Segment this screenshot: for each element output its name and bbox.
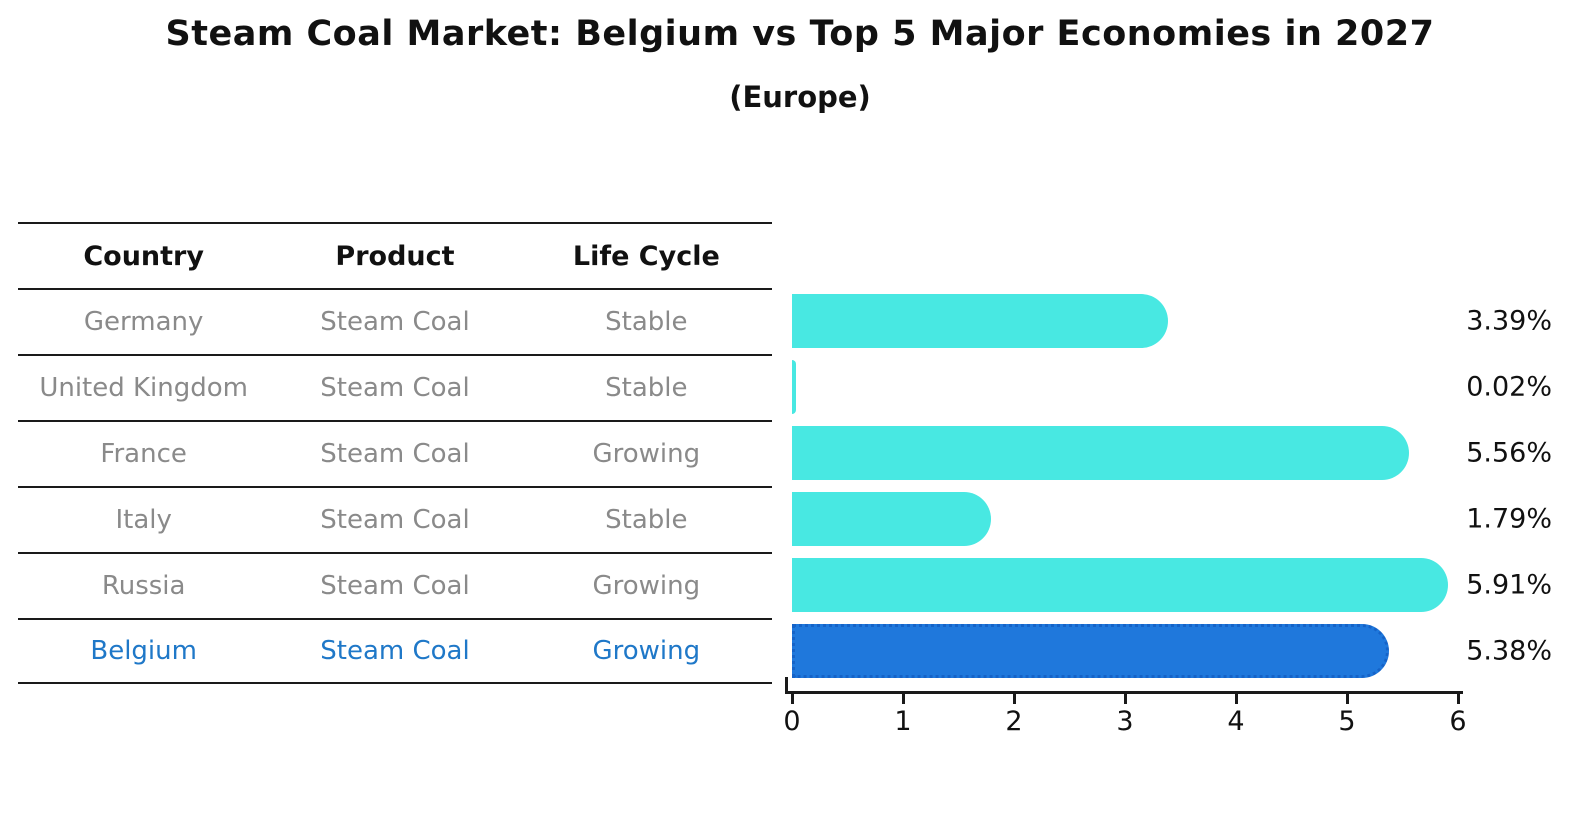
bar-row-russia: 5.91% [792, 552, 1552, 618]
cell-country: France [100, 439, 187, 469]
value-label: 1.79% [1466, 503, 1552, 535]
x-tick-mark [1123, 694, 1127, 704]
cell-country: Germany [83, 307, 204, 337]
x-tick-label: 6 [1449, 706, 1467, 737]
header-country: Country [83, 240, 204, 272]
x-tick-label: 3 [1116, 706, 1134, 737]
bar-row-france: 5.56% [792, 420, 1552, 486]
bar-chart: 3.39% 0.02% 5.56% 1.79% 5.91% 5.38% [792, 288, 1552, 684]
chart-subtitle: (Europe) [729, 80, 871, 114]
x-axis-line [785, 691, 1463, 694]
bar-row-germany: 3.39% [792, 288, 1552, 354]
x-axis: 0 1 2 3 4 5 6 [783, 694, 1467, 744]
x-tick-label: 5 [1338, 706, 1356, 737]
table-row-belgium: Belgium Steam Coal Growing [18, 618, 772, 684]
bar-row-italy: 1.79% [792, 486, 1552, 552]
x-tick-label: 2 [1005, 706, 1023, 737]
x-axis-corner [785, 677, 788, 692]
x-tick-mark [790, 694, 794, 704]
value-label: 5.91% [1466, 569, 1552, 601]
bar-united-kingdom [792, 360, 796, 414]
cell-lifecycle: Growing [592, 571, 701, 601]
header-lifecycle: Life Cycle [572, 240, 720, 272]
x-tick-mark [1012, 694, 1016, 704]
cell-country: Russia [101, 571, 186, 601]
cell-lifecycle: Growing [592, 636, 701, 666]
table-row: Russia Steam Coal Growing [18, 552, 772, 618]
value-label: 5.56% [1466, 437, 1552, 469]
value-label: 3.39% [1466, 305, 1552, 337]
cell-country: United Kingdom [39, 373, 248, 403]
cell-product: Steam Coal [320, 636, 470, 666]
bar-germany [792, 294, 1169, 348]
chart-title: Steam Coal Market: Belgium vs Top 5 Majo… [165, 14, 1435, 54]
x-tick-label: 0 [783, 706, 801, 737]
cell-lifecycle: Growing [592, 439, 701, 469]
value-label: 0.02% [1466, 371, 1552, 403]
cell-lifecycle: Stable [605, 505, 688, 535]
bar-row-belgium: 5.38% [792, 618, 1552, 684]
x-tick-label: 1 [894, 706, 912, 737]
table-header-row: Country Product Life Cycle [18, 222, 772, 288]
cell-lifecycle: Stable [605, 373, 688, 403]
table-row: Germany Steam Coal Stable [18, 288, 772, 354]
bar-italy [792, 492, 991, 546]
bar-russia [792, 558, 1448, 612]
bar-france [792, 426, 1410, 480]
cell-product: Steam Coal [320, 307, 470, 337]
cell-product: Steam Coal [320, 571, 470, 601]
cell-country: Italy [115, 505, 172, 535]
x-tick-mark [901, 694, 905, 704]
cell-lifecycle: Stable [605, 307, 688, 337]
x-tick-mark [1234, 694, 1238, 704]
comparison-table: Country Product Life Cycle Germany Steam… [18, 222, 772, 684]
table-row: United Kingdom Steam Coal Stable [18, 354, 772, 420]
x-tick-label: 4 [1227, 706, 1245, 737]
table-row: France Steam Coal Growing [18, 420, 772, 486]
cell-country: Belgium [90, 636, 197, 666]
cell-product: Steam Coal [320, 373, 470, 403]
bar-belgium-highlighted [792, 624, 1390, 678]
table-row: Italy Steam Coal Stable [18, 486, 772, 552]
cell-product: Steam Coal [320, 505, 470, 535]
cell-product: Steam Coal [320, 439, 470, 469]
value-label: 5.38% [1466, 635, 1552, 667]
x-tick-mark [1345, 694, 1349, 704]
bar-row-united-kingdom: 0.02% [792, 354, 1552, 420]
x-tick-mark [1456, 694, 1460, 704]
header-product: Product [335, 240, 455, 272]
